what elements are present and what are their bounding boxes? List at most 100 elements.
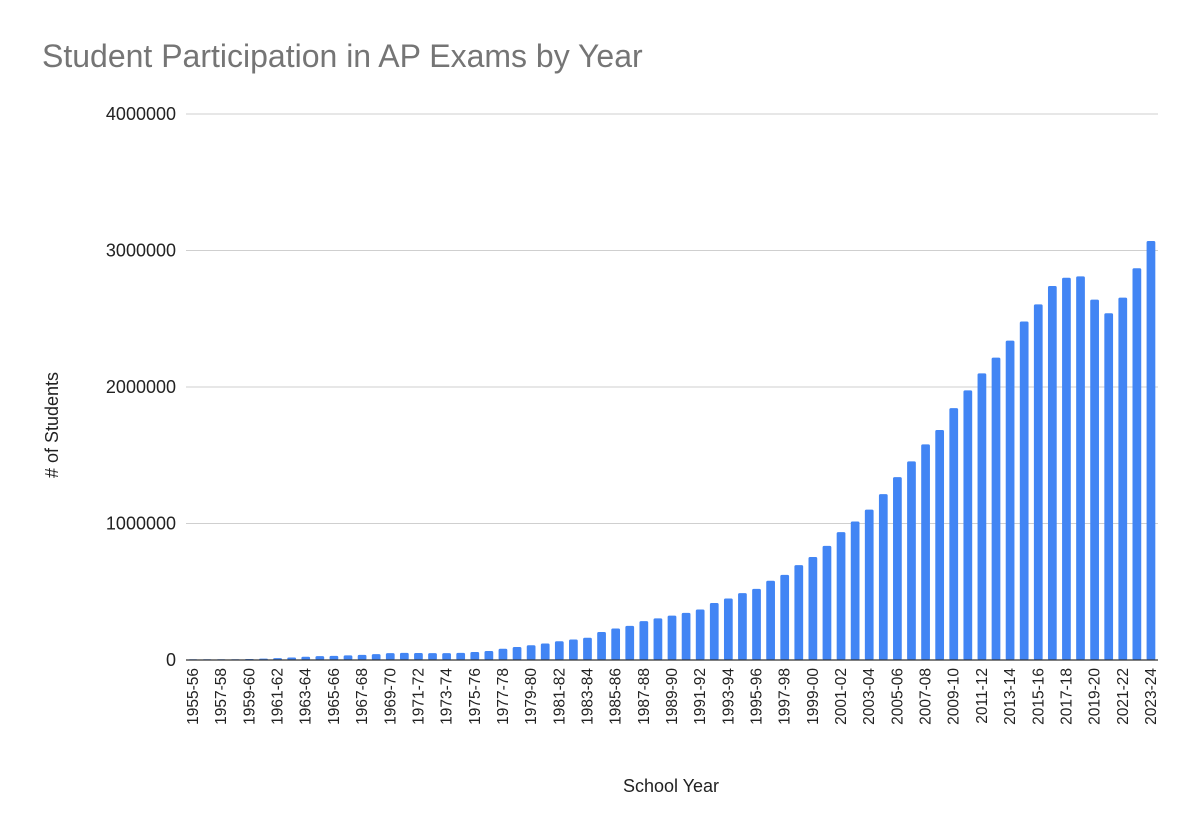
bar-2015-16	[1033, 304, 1043, 660]
bar-1998-99	[794, 565, 804, 660]
x-tick-label: 1979-80	[523, 668, 540, 725]
bar-1974-75	[456, 652, 466, 660]
bar-1968-69	[371, 654, 381, 660]
bar-2014-15	[1019, 321, 1029, 660]
x-tick-label: 1965-66	[326, 668, 343, 725]
x-tick-label: 2023-24	[1143, 668, 1160, 725]
bar-1986-87	[625, 625, 635, 660]
x-tick-label: 1991-92	[692, 668, 709, 725]
x-tick-label: 2007-08	[918, 668, 935, 725]
bar-1988-89	[653, 618, 663, 660]
bar-1990-91	[681, 612, 691, 660]
y-tick-label: 3000000	[106, 241, 176, 261]
bar-1980-81	[540, 643, 550, 660]
bar-1972-73	[428, 653, 437, 660]
bar-1964-65	[315, 656, 325, 660]
x-tick-label: 1963-64	[298, 668, 315, 725]
bar-1993-94	[723, 598, 733, 660]
x-tick-label: 1997-98	[777, 668, 794, 725]
x-tick-label: 2011-12	[974, 668, 991, 724]
y-tick-label: 1000000	[106, 514, 176, 534]
bar-2013-14	[1005, 340, 1015, 660]
bars	[188, 240, 1156, 660]
x-tick-label: 2015-16	[1030, 668, 1047, 725]
bar-2021-22	[1118, 297, 1128, 660]
bar-2020-21	[1104, 313, 1114, 660]
bar-2007-08	[921, 444, 930, 660]
bar-1978-79	[512, 647, 522, 660]
x-tick-label: 1999-00	[805, 668, 822, 725]
bar-1976-77	[484, 650, 494, 660]
bar-2001-02	[836, 532, 846, 660]
bar-1999-00	[808, 556, 818, 660]
x-tick-label: 2019-20	[1087, 668, 1104, 725]
x-tick-label: 2013-14	[1002, 668, 1019, 725]
chart-title: Student Participation in AP Exams by Yea…	[42, 38, 643, 74]
bar-2019-20	[1090, 299, 1099, 660]
y-axis-ticks: 0 1000000 2000000 3000000 4000000	[106, 104, 176, 670]
bar-2004-05	[878, 494, 888, 660]
bar-2011-12	[977, 373, 987, 660]
bar-1969-70	[385, 653, 395, 660]
x-tick-label: 2005-06	[889, 668, 906, 725]
x-tick-label: 1995-96	[749, 668, 766, 725]
bar-2005-06	[893, 477, 902, 660]
bar-2003-04	[864, 509, 874, 660]
y-tick-label: 2000000	[106, 377, 176, 397]
bar-2012-13	[991, 357, 1001, 660]
bar-1971-72	[414, 653, 423, 660]
bar-2006-07	[907, 461, 916, 660]
y-axis-title: # of Students	[42, 372, 62, 478]
bar-1966-67	[343, 655, 353, 660]
x-tick-label: 1977-78	[495, 668, 512, 725]
bar-1994-95	[738, 593, 747, 660]
bar-2022-23	[1132, 268, 1142, 660]
x-tick-label: 1969-70	[382, 668, 399, 725]
x-tick-label: 1981-82	[551, 668, 568, 725]
bar-2018-19	[1076, 276, 1085, 660]
x-axis-ticks: 1955-56 1957-58 1959-60 1961-62 1963-64 1965-…	[185, 668, 1160, 725]
bar-2000-01	[822, 545, 832, 660]
x-tick-label: 2017-18	[1058, 668, 1075, 725]
bar-1977-78	[498, 648, 508, 660]
bar-2023-24	[1146, 240, 1156, 660]
bar-1963-64	[301, 656, 311, 660]
x-tick-label: 1993-94	[720, 668, 737, 725]
x-tick-label: 1967-68	[354, 668, 371, 725]
bar-1973-74	[442, 653, 451, 660]
x-axis-title: School Year	[623, 776, 719, 796]
bar-2008-09	[935, 429, 945, 660]
x-tick-label: 1955-56	[185, 668, 202, 725]
x-tick-label: 2003-04	[861, 668, 878, 725]
bar-1991-92	[695, 609, 705, 660]
x-tick-label: 1973-74	[439, 668, 456, 725]
bar-2010-11	[963, 390, 973, 660]
bar-1989-90	[667, 615, 677, 660]
x-tick-label: 1957-58	[213, 668, 230, 725]
bar-1970-71	[399, 652, 409, 660]
x-tick-label: 1989-90	[664, 668, 681, 725]
x-tick-label: 2009-10	[946, 668, 963, 725]
bar-1984-85	[597, 632, 606, 660]
x-tick-label: 1961-62	[270, 668, 287, 725]
x-tick-label: 1983-84	[579, 668, 596, 725]
bar-1983-84	[583, 637, 592, 660]
bar-1996-97	[766, 580, 775, 660]
x-tick-label: 1971-72	[410, 668, 427, 725]
x-tick-label: 2021-22	[1115, 668, 1132, 725]
bar-1992-93	[709, 602, 719, 660]
bar-2017-18	[1062, 277, 1071, 660]
bar-1981-82	[554, 641, 564, 660]
y-tick-label: 0	[166, 650, 176, 670]
x-tick-label: 1985-86	[608, 668, 625, 725]
bar-1975-76	[470, 651, 480, 660]
bar-1985-86	[611, 628, 621, 660]
x-tick-label: 1959-60	[241, 668, 258, 725]
bar-1997-98	[780, 574, 790, 660]
bar-1965-66	[329, 655, 339, 660]
bar-2002-03	[850, 521, 860, 660]
y-tick-label: 4000000	[106, 104, 176, 124]
x-tick-label: 1975-76	[467, 668, 484, 725]
bar-2009-10	[949, 408, 959, 660]
